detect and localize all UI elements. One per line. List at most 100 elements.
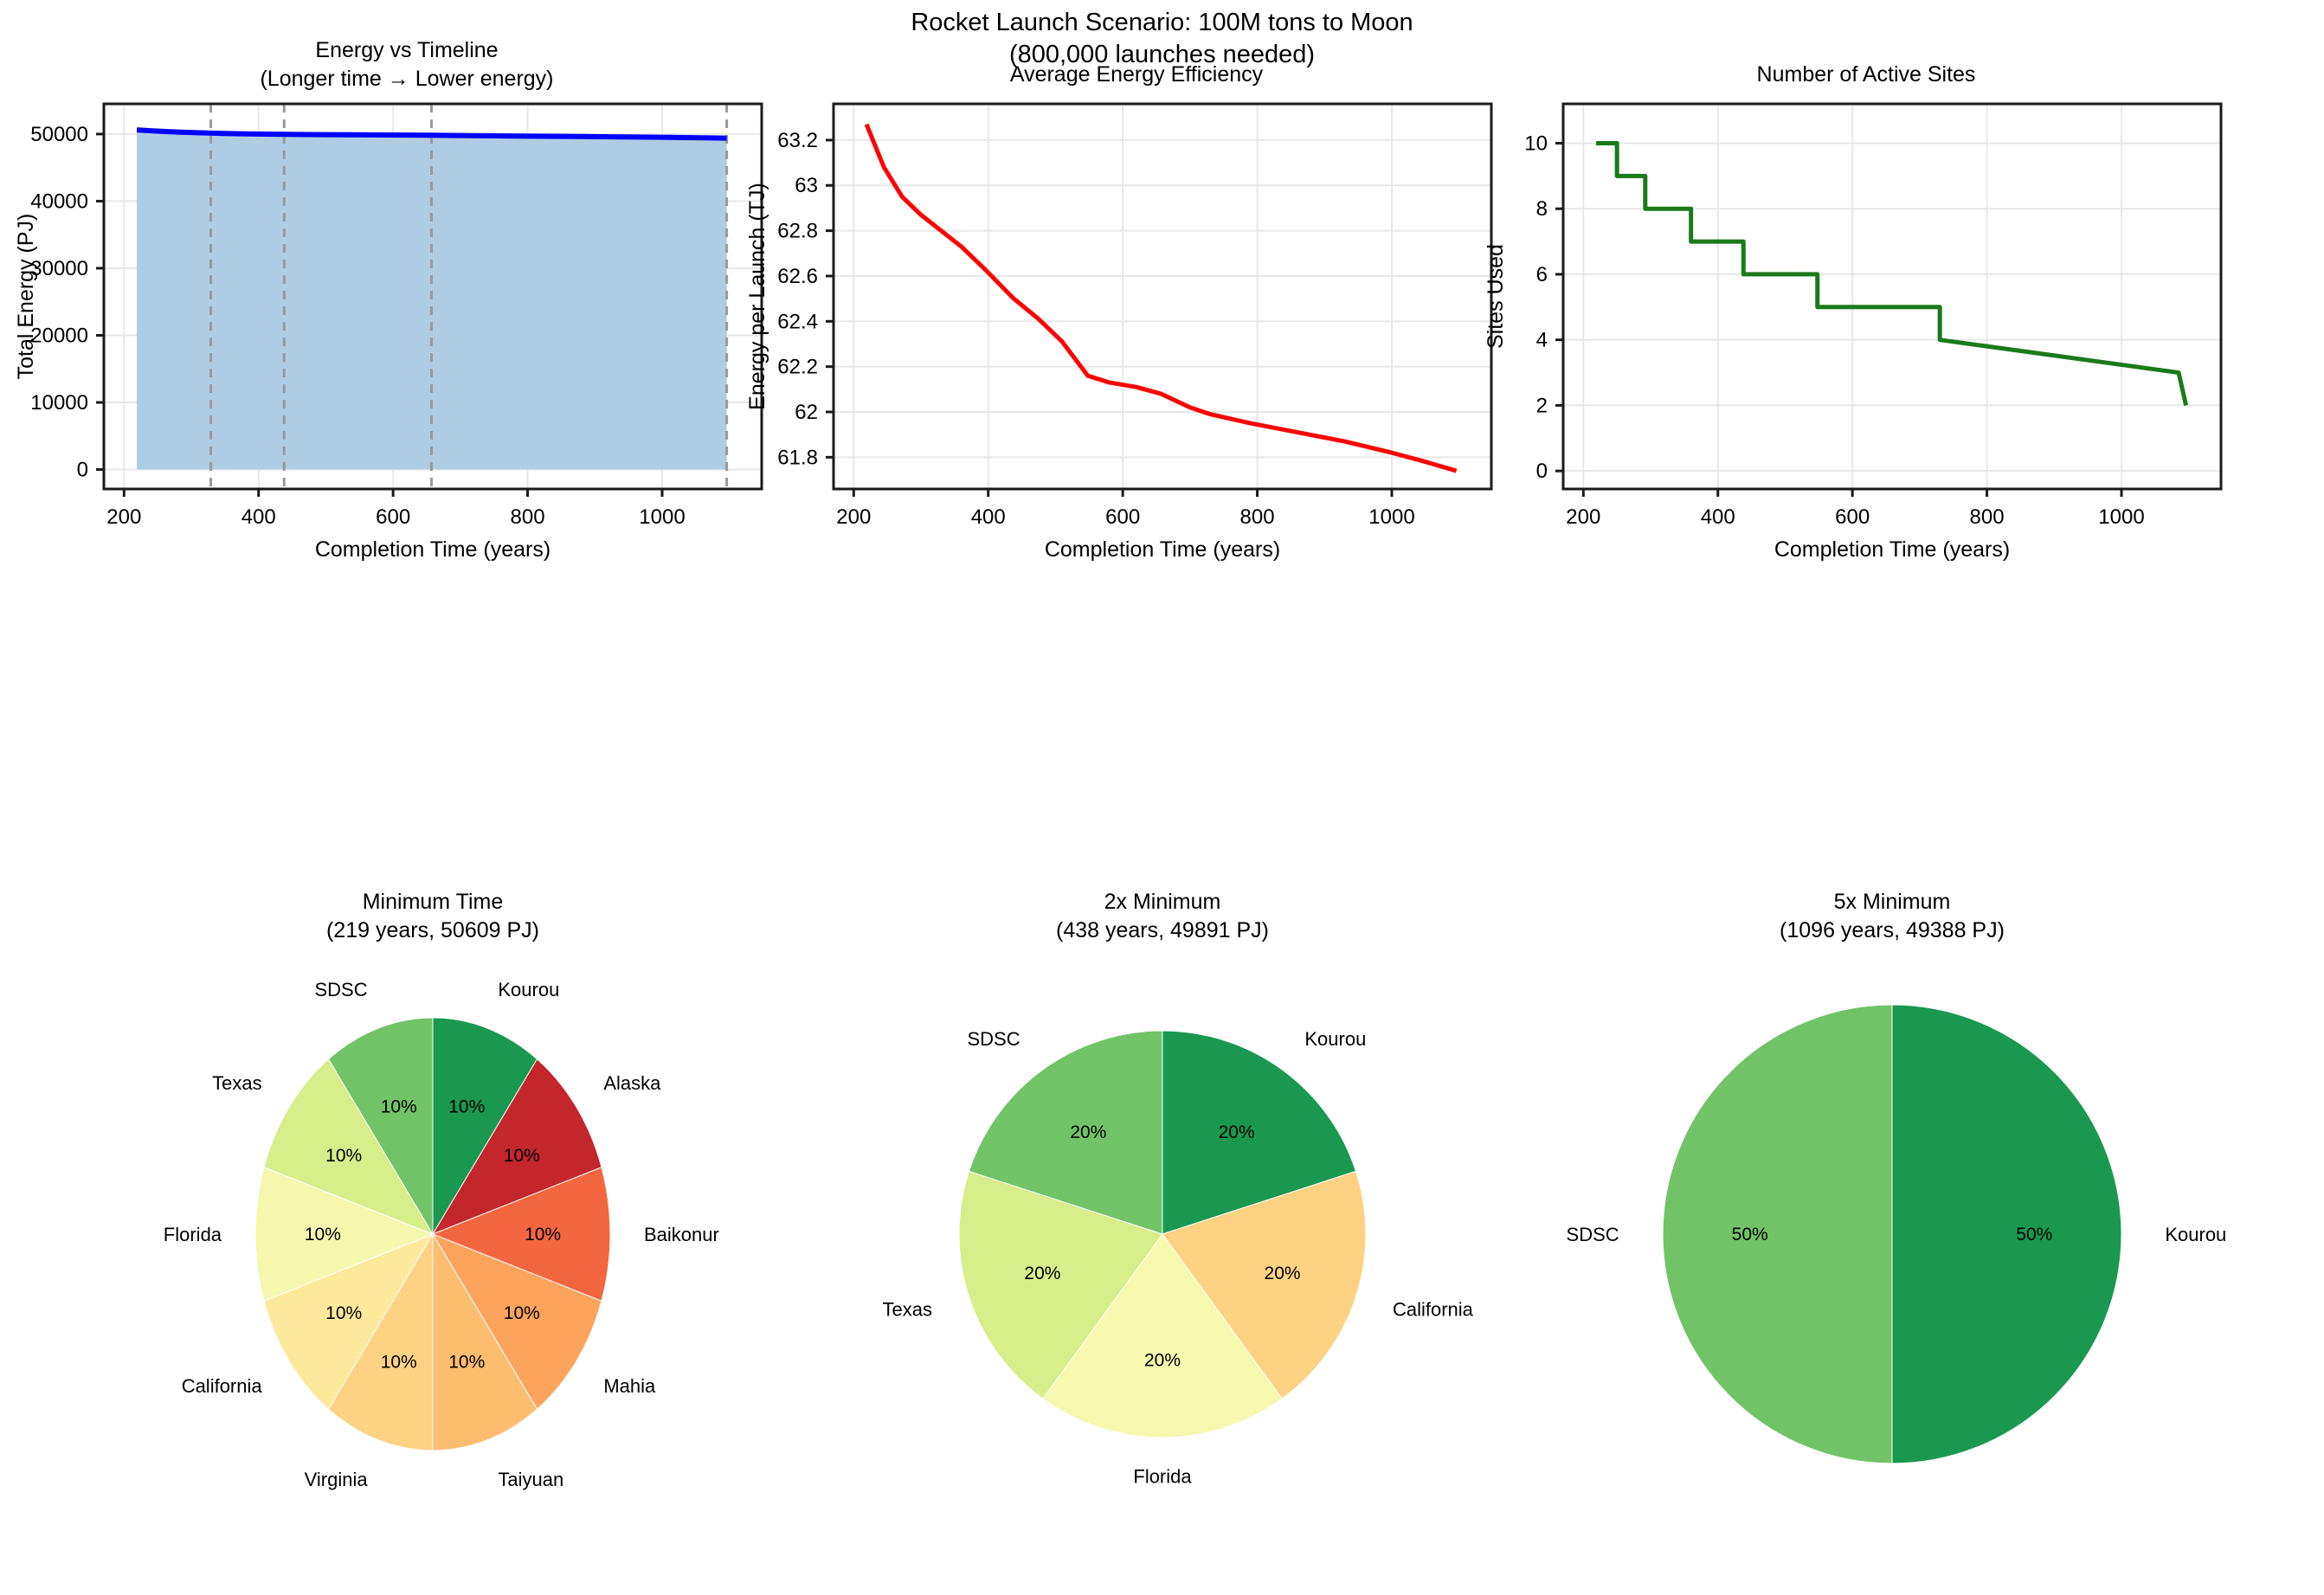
- x-tick-label: 200: [836, 505, 871, 529]
- pie-slice-florida[interactable]: [254, 1167, 435, 1302]
- pie-slice-california[interactable]: [263, 1232, 435, 1411]
- number-of-active-sites-plot-bg: [1563, 104, 2221, 489]
- x-tick-label: 1000: [2098, 505, 2144, 529]
- pie-percent-label: 10%: [448, 1352, 485, 1372]
- average-energy-efficiency-axes-frame: [832, 102, 1493, 491]
- x-tick-label: 400: [241, 505, 276, 529]
- pie-slice-label-texas: Texas: [212, 1072, 261, 1094]
- y-tick-label: 2: [1536, 394, 1548, 417]
- pie-slice-sdsc[interactable]: [327, 1017, 434, 1236]
- number-of-active-sites-ylabel: Sites Used: [1484, 244, 1508, 349]
- x-tick-label: 1000: [639, 505, 685, 529]
- y-tick-label: 10: [1524, 132, 1548, 155]
- pie-slice-sdsc[interactable]: [1662, 1004, 1893, 1464]
- average-energy-efficiency-title: Average Energy Efficiency: [1009, 62, 1264, 87]
- pie-percent-label: 10%: [381, 1097, 417, 1117]
- pie-slice-label-kourou: Kourou: [2165, 1224, 2226, 1245]
- number-of-active-sites-xlabel: Completion Time (years): [1774, 537, 2010, 562]
- y-tick-label: 62.2: [777, 356, 818, 379]
- y-tick-label: 62: [795, 401, 818, 424]
- x-tick-label: 400: [1701, 505, 1735, 529]
- pie-slice-label-florida: Florida: [164, 1224, 222, 1245]
- y-tick-label: 20000: [30, 324, 88, 347]
- pie-slice-label-sdsc: SDSC: [314, 979, 367, 1000]
- energy-vs-timeline-xlabel: Completion Time (years): [315, 537, 550, 562]
- x-tick-label: 600: [1105, 505, 1140, 529]
- pie-slice-label-california: California: [182, 1375, 263, 1397]
- pie-percent-label: 20%: [1144, 1351, 1181, 1371]
- pie-slice-texas[interactable]: [263, 1058, 435, 1236]
- energy-vs-timeline-title: Energy vs Timeline (Longer time → Lower …: [260, 38, 554, 91]
- pie-minimum-time-title: Minimum Time (219 years, 50609 PJ): [326, 890, 539, 942]
- pie-slice-label-virginia: Virginia: [305, 1469, 369, 1490]
- figure-suptitle: Rocket Launch Scenario: 100M tons to Moo…: [911, 9, 1413, 69]
- pie-slice-label-kourou: Kourou: [498, 979, 559, 1000]
- pie-slice-alaska[interactable]: [431, 1058, 602, 1236]
- pie-percent-label: 20%: [1024, 1264, 1060, 1283]
- pie-5x-minimum-title: 5x Minimum (1096 years, 49388 PJ): [1780, 890, 2005, 942]
- panel-average-energy-efficiency: Average Energy Efficiency 200 400 600 800 100…: [738, 52, 1535, 562]
- pie-2x-minimum-plot: 20% Kourou 20% California 20% Florida 20% Texas…: [883, 1028, 1474, 1488]
- pie-slice-label-baikonur: Baikonur: [644, 1224, 719, 1245]
- pie-slice-florida[interactable]: [1042, 1233, 1283, 1438]
- pie-percent-label: 10%: [305, 1225, 341, 1244]
- y-tick-label: 6: [1536, 263, 1548, 286]
- y-tick-label: 4: [1536, 329, 1548, 352]
- pie-percent-label: 20%: [1070, 1122, 1106, 1142]
- pie-percent-label: 20%: [1219, 1122, 1255, 1142]
- pie-percent-label: 10%: [504, 1303, 540, 1323]
- energy-vs-timeline-axes-frame: [102, 102, 763, 491]
- energy-vs-timeline-ylabel: Total Energy (PJ): [14, 214, 38, 380]
- y-tick-label: 30000: [30, 257, 88, 280]
- average-energy-efficiency-xlabel: Completion Time (years): [1045, 537, 1280, 562]
- number-of-active-sites-axes-frame: [1561, 102, 2223, 491]
- x-tick-label: 400: [971, 505, 1006, 529]
- panel-pie-minimum-time: Minimum Time (219 years, 50609 PJ) 10% Kou…: [43, 888, 822, 1563]
- pie-percent-label: 50%: [2016, 1225, 2052, 1244]
- y-tick-label: 61.8: [777, 446, 818, 469]
- pie-percent-label: 10%: [325, 1303, 362, 1323]
- y-tick-label: 40000: [30, 190, 88, 213]
- pie-slice-kourou[interactable]: [1891, 1004, 2122, 1464]
- x-tick-label: 600: [376, 505, 410, 529]
- panel-number-of-active-sites: Number of Active Sites 200 400 600 800 1000 0 2…: [1468, 52, 2264, 562]
- pie-slice-label-alaska: Alaska: [603, 1072, 661, 1094]
- pie-slice-kourou[interactable]: [1162, 1030, 1357, 1235]
- pie-slice-label-texas: Texas: [883, 1298, 932, 1320]
- pie-slice-mahia[interactable]: [431, 1232, 602, 1411]
- pie-2x-minimum-title: 2x Minimum (438 years, 49891 PJ): [1056, 890, 1269, 942]
- x-tick-label: 1000: [1368, 505, 1414, 529]
- pie-slice-texas[interactable]: [958, 1170, 1163, 1399]
- y-tick-label: 63.2: [777, 129, 818, 152]
- y-tick-label: 62.4: [777, 310, 818, 333]
- pie-slice-baikonur[interactable]: [431, 1167, 611, 1302]
- number-of-active-sites-gridlines: [1563, 104, 2221, 489]
- x-tick-label: 800: [511, 505, 545, 529]
- y-tick-label: 0: [1536, 460, 1548, 483]
- pie-percent-label: 10%: [448, 1097, 485, 1117]
- pie-slice-taiyuan[interactable]: [432, 1232, 538, 1451]
- y-tick-label: 50000: [30, 123, 88, 146]
- pie-slice-california[interactable]: [1162, 1170, 1367, 1399]
- average-energy-efficiency-plot-bg: [834, 104, 1491, 489]
- pie-slice-label-sdsc: SDSC: [968, 1028, 1020, 1050]
- pie-slice-virginia[interactable]: [327, 1232, 434, 1451]
- pie-slice-label-kourou: Kourou: [1304, 1028, 1366, 1050]
- pie-minimum-time-plot: 10% Kourou 10% Alaska 10% Baikonur 10% Mahia 10%…: [164, 979, 719, 1490]
- panel-pie-2x-minimum: 2x Minimum (438 years, 49891 PJ) 20% Kouro…: [773, 888, 1552, 1563]
- energy-vs-timeline-plot: 200 400 600 800 1000010000200003000040000500…: [14, 102, 763, 562]
- x-tick-label: 800: [1240, 505, 1275, 529]
- pie-slice-label-taiyuan: Taiyuan: [498, 1469, 563, 1490]
- average-energy-efficiency-plot: 200 400 600 800 1000 61.8 62 62.2 62.4 62.6 62.8 63…: [745, 102, 1493, 562]
- average-energy-efficiency-ylabel: Energy per Launch (TJ): [745, 183, 769, 410]
- number-of-active-sites-series-line: [1596, 140, 2189, 406]
- pie-slice-sdsc[interactable]: [968, 1030, 1163, 1235]
- y-tick-label: 63: [795, 174, 818, 197]
- y-tick-label: 62.8: [777, 220, 818, 243]
- pie-slice-kourou[interactable]: [432, 1017, 538, 1236]
- pie-percent-label: 10%: [381, 1352, 417, 1372]
- pie-percent-label: 20%: [1265, 1264, 1301, 1283]
- x-tick-label: 200: [106, 505, 141, 529]
- y-tick-label: 0: [77, 459, 88, 482]
